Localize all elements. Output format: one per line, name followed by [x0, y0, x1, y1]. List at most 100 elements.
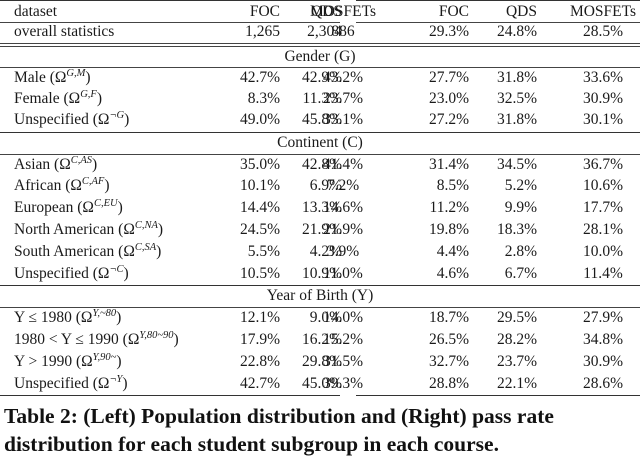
- right-qds: 6.7%: [504, 265, 537, 282]
- top-rule-left: [0, 0, 340, 2]
- right-mosfets: 28.6%: [582, 375, 624, 392]
- left-qds: 6.9%: [309, 177, 342, 194]
- right-qds: 31.8%: [496, 111, 537, 128]
- left-foc: 24.5%: [239, 221, 280, 238]
- section-end-rule: [0, 285, 640, 287]
- right-foc: 19.8%: [428, 221, 469, 238]
- left-mosfets: 14.0%: [322, 309, 364, 326]
- section-title-year-of-birth: Year of Birth (Y): [0, 286, 640, 306]
- header-right-mosfets: MOSFETs: [569, 3, 637, 20]
- right-qds: 32.5%: [496, 90, 537, 107]
- table-row: Male (ΩG,M) 42.7% 42.9% 43.2% 27.7% 31.8…: [0, 68, 640, 88]
- right-qds: 22.1%: [496, 375, 537, 392]
- left-mosfets: 15.2%: [322, 331, 364, 348]
- right-mosfets: 10.6%: [582, 177, 624, 194]
- table-row: Unspecified (Ω¬Y) 42.7% 45.0% 39.3% 28.8…: [0, 374, 640, 394]
- left-qds: 10.9%: [301, 265, 342, 282]
- row-label: South American (ΩC,SA): [14, 242, 162, 260]
- header-right-foc: FOC: [438, 3, 469, 20]
- right-mosfets: 36.7%: [582, 156, 624, 173]
- row-label: African (ΩC,AF): [14, 176, 110, 194]
- right-qds: 23.7%: [496, 353, 537, 370]
- left-mosfets: 21.9%: [322, 221, 364, 238]
- overall-statistics-row: overall statistics 1,265 2,304 886 29.3%…: [0, 22, 640, 42]
- left-mosfets: 14.6%: [322, 199, 364, 216]
- right-foc: 31.4%: [428, 156, 469, 173]
- left-qds: 4.2%: [309, 243, 342, 260]
- overall-left-mosfets: 886: [331, 23, 355, 40]
- left-mosfets: 7.2%: [326, 177, 360, 194]
- overall-right-foc: 29.3%: [428, 23, 469, 40]
- right-foc: 18.7%: [428, 309, 469, 326]
- right-mosfets: 33.6%: [582, 69, 624, 86]
- right-mosfets: 11.4%: [583, 265, 623, 282]
- header-rule-right: [356, 22, 640, 23]
- left-foc: 35.0%: [239, 156, 280, 173]
- section-title-text: Gender (G): [284, 48, 356, 65]
- right-foc: 4.6%: [436, 265, 469, 282]
- left-qds: 45.0%: [301, 375, 342, 392]
- table-row: Female (ΩG,F) 8.3% 11.3% 23.7% 23.0% 32.…: [0, 89, 640, 109]
- row-label: Asian (ΩC,AS): [14, 155, 98, 173]
- right-qds: 2.8%: [504, 243, 537, 260]
- left-mosfets: 11.0%: [323, 265, 363, 282]
- left-foc: 17.9%: [239, 331, 280, 348]
- right-qds: 9.9%: [504, 199, 537, 216]
- section-rule: [0, 307, 640, 308]
- top-rule-right: [356, 0, 640, 2]
- row-label: Unspecified (Ω¬C): [14, 264, 129, 282]
- table-row: 1980 < Y ≤ 1990 (ΩY,80~90) 17.9% 16.2% 1…: [0, 330, 640, 350]
- right-foc: 4.4%: [436, 243, 469, 260]
- header-rule-left: [0, 22, 340, 23]
- right-mosfets: 30.9%: [582, 90, 624, 107]
- left-foc: 42.7%: [239, 69, 280, 86]
- row-label: Female (ΩG,F): [14, 89, 102, 107]
- right-mosfets: 17.7%: [582, 199, 624, 216]
- right-mosfets: 34.8%: [582, 331, 624, 348]
- section-end-rule: [0, 132, 640, 134]
- header-row: dataset FOC QDS MOSFETs FOC QDS MOSFETs: [0, 2, 640, 22]
- left-foc: 12.1%: [239, 309, 280, 326]
- header-left-mosfets: MOSFETs: [309, 3, 377, 20]
- header-left-foc: FOC: [249, 3, 280, 20]
- row-label: North American (ΩC,NA): [14, 220, 164, 238]
- section-rule: [0, 67, 640, 68]
- table-row: Unspecified (Ω¬G) 49.0% 45.8% 33.1% 27.2…: [0, 110, 640, 130]
- right-foc: 8.5%: [436, 177, 469, 194]
- section-title-text: Continent (C): [277, 134, 363, 151]
- left-qds: 13.3%: [301, 199, 342, 216]
- table-row: Unspecified (Ω¬C) 10.5% 10.9% 11.0% 4.6%…: [0, 264, 640, 284]
- left-foc: 42.7%: [239, 375, 280, 392]
- bottom-rule-left: [0, 395, 340, 397]
- right-foc: 28.8%: [428, 375, 469, 392]
- right-qds: 28.2%: [496, 331, 537, 348]
- left-qds: 9.0%: [309, 309, 342, 326]
- table-row: North American (ΩC,NA) 24.5% 21.9% 21.9%…: [0, 220, 640, 240]
- table-row: Y ≤ 1980 (ΩY,~80) 12.1% 9.0% 14.0% 18.7%…: [0, 308, 640, 328]
- row-label: European (ΩC,EU): [14, 198, 123, 216]
- left-mosfets: 39.3%: [322, 375, 364, 392]
- section-title-gender: Gender (G): [0, 47, 640, 67]
- left-mosfets: 41.4%: [322, 156, 364, 173]
- row-label: 1980 < Y ≤ 1990 (ΩY,80~90): [14, 330, 179, 348]
- left-mosfets: 43.2%: [322, 69, 364, 86]
- table-row: Asian (ΩC,AS) 35.0% 42.8% 41.4% 31.4% 34…: [0, 155, 640, 175]
- right-foc: 26.5%: [428, 331, 469, 348]
- row-label: Male (ΩG,M): [14, 68, 91, 86]
- left-mosfets: 31.5%: [322, 353, 364, 370]
- left-foc: 5.5%: [247, 243, 280, 260]
- left-mosfets: 3.9%: [326, 243, 360, 260]
- left-qds: 29.8%: [301, 353, 342, 370]
- row-label: Unspecified (Ω¬Y): [14, 374, 128, 392]
- right-mosfets: 30.9%: [582, 353, 624, 370]
- header-right-qds: QDS: [505, 3, 537, 20]
- double-rule-2: [0, 46, 640, 47]
- overall-left-qds: 2,304: [307, 23, 342, 40]
- left-qds: 42.8%: [301, 156, 342, 173]
- bottom-rule-right: [356, 395, 640, 397]
- double-rule-1: [0, 43, 640, 44]
- section-rule: [0, 154, 640, 155]
- right-foc: 27.7%: [428, 69, 469, 86]
- right-foc: 11.2%: [429, 199, 469, 216]
- table-row: European (ΩC,EU) 14.4% 13.3% 14.6% 11.2%…: [0, 198, 640, 218]
